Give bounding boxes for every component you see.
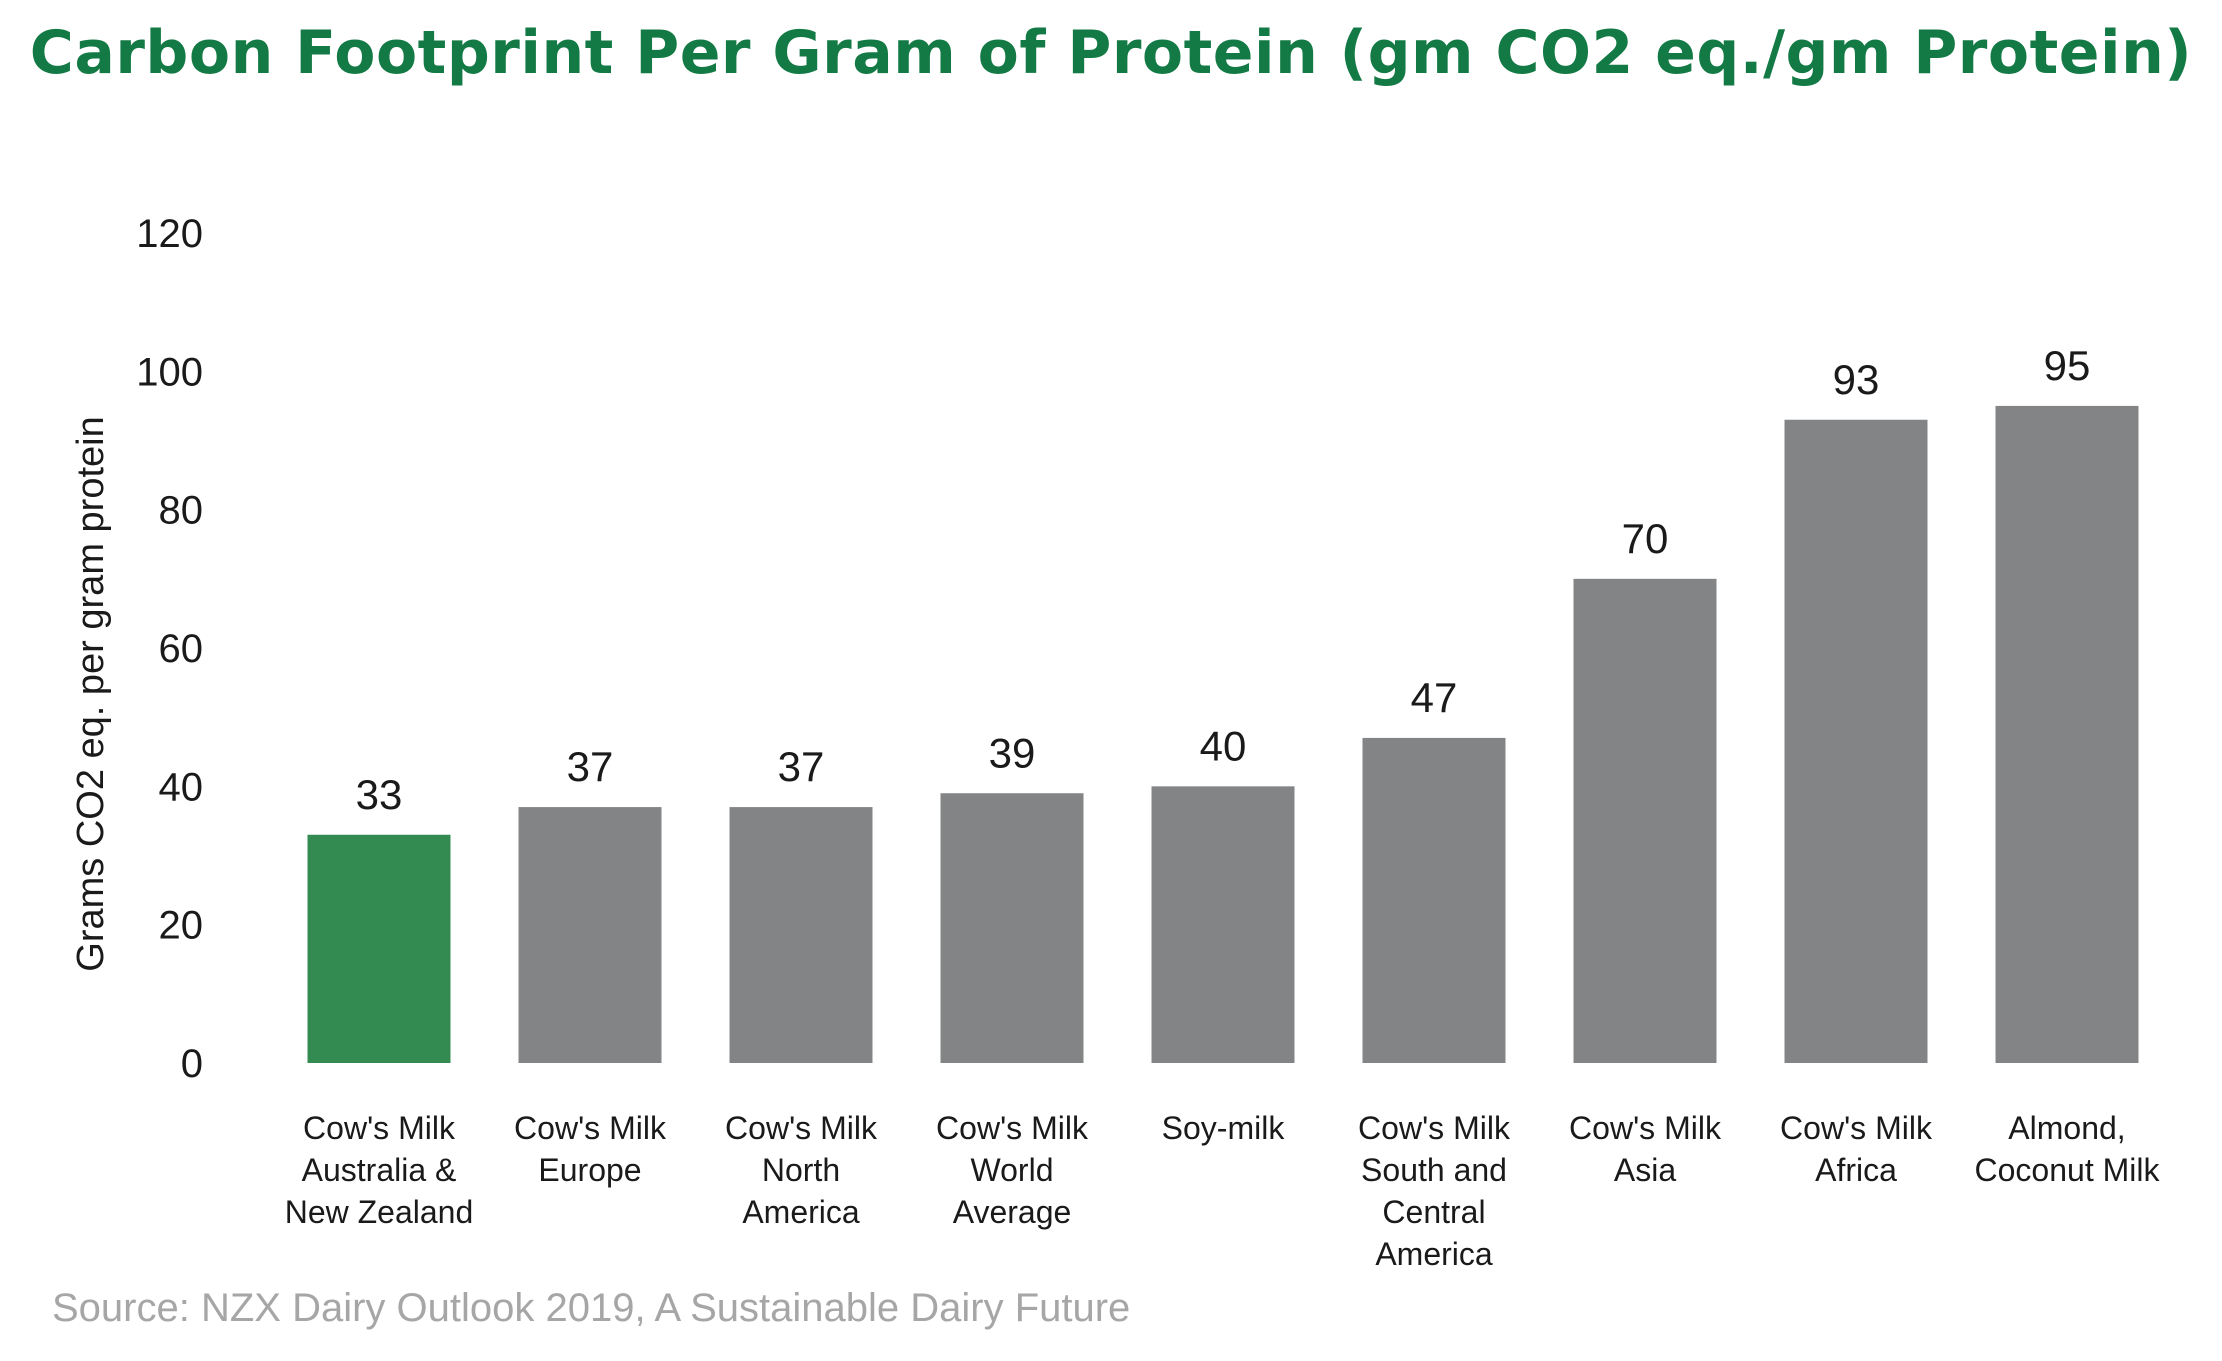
bar [307, 834, 451, 1063]
data-label: 47 [1411, 674, 1458, 721]
category-label: Cow's Milk Africa [1780, 1110, 1933, 1188]
data-label: 37 [778, 743, 825, 790]
y-tick-label: 40 [159, 765, 204, 809]
y-tick-label: 120 [136, 212, 203, 256]
data-label: 93 [1833, 356, 1880, 403]
category-label-line: North [762, 1152, 840, 1188]
category-label-line: Soy-milk [1162, 1110, 1286, 1146]
data-label: 40 [1200, 722, 1247, 769]
category-label-line: Cow's Milk [514, 1110, 667, 1146]
bars [307, 405, 2139, 1064]
data-label: 33 [356, 771, 403, 818]
y-tick-label: 20 [159, 904, 204, 948]
category-label-line: Australia & [302, 1152, 457, 1188]
category-label-line: South and [1361, 1152, 1507, 1188]
bar [729, 807, 873, 1063]
category-label: Cow's Milk Europe [514, 1110, 667, 1188]
category-label-line: America [1375, 1236, 1493, 1272]
category-label-line: New Zealand [285, 1194, 474, 1230]
category-label: Almond, Coconut Milk [1975, 1110, 2161, 1188]
bar [1151, 786, 1295, 1063]
bar [1784, 419, 1928, 1063]
y-tick-label: 0 [181, 1042, 203, 1086]
category-label-line: Central [1382, 1194, 1485, 1230]
y-tick-label: 60 [159, 627, 204, 671]
category-label-line: Almond, [2008, 1110, 2125, 1146]
y-tick-label: 100 [136, 350, 203, 394]
category-label: Cow's Milk World Average [936, 1110, 1089, 1230]
category-label-line: Cow's Milk [936, 1110, 1089, 1146]
category-label: Cow's Milk South and Central America [1358, 1110, 1511, 1272]
bar [940, 793, 1084, 1063]
y-axis-ticks: 0 20 40 60 80 100 120 [136, 212, 203, 1086]
bar [1573, 578, 1717, 1063]
y-tick-label: 80 [159, 489, 204, 533]
category-label: Soy-milk [1162, 1110, 1286, 1146]
category-label-line: Africa [1815, 1152, 1897, 1188]
bar [1995, 405, 2139, 1064]
source-note: Source: NZX Dairy Outlook 2019, A Sustai… [52, 1286, 1131, 1330]
category-label-line: Europe [538, 1152, 641, 1188]
category-label-line: World [971, 1152, 1054, 1188]
data-label: 37 [567, 743, 614, 790]
bar [1362, 737, 1506, 1063]
category-label-line: Cow's Milk [725, 1110, 878, 1146]
y-axis-title: Grams CO2 eq. per gram protein [70, 416, 112, 971]
category-label-line: Average [953, 1194, 1072, 1230]
category-label-line: Coconut Milk [1975, 1152, 2161, 1188]
category-label: Cow's Milk Asia [1569, 1110, 1722, 1188]
category-label-line: America [742, 1194, 860, 1230]
chart-title: Carbon Footprint Per Gram of Protein (gm… [29, 18, 2193, 88]
category-label-line: Asia [1614, 1152, 1676, 1188]
category-label-line: Cow's Milk [1780, 1110, 1933, 1146]
data-labels: 33 37 37 39 40 47 70 93 95 [356, 342, 2091, 818]
category-label-line: Cow's Milk [303, 1110, 456, 1146]
category-label-line: Cow's Milk [1358, 1110, 1511, 1146]
category-label-line: Cow's Milk [1569, 1110, 1722, 1146]
data-label: 95 [2044, 342, 2091, 389]
category-label: Cow's Milk North America [725, 1110, 878, 1230]
bar [518, 807, 662, 1063]
data-label: 70 [1622, 515, 1669, 562]
category-label: Cow's Milk Australia & New Zealand [285, 1110, 474, 1230]
data-label: 39 [989, 729, 1036, 776]
